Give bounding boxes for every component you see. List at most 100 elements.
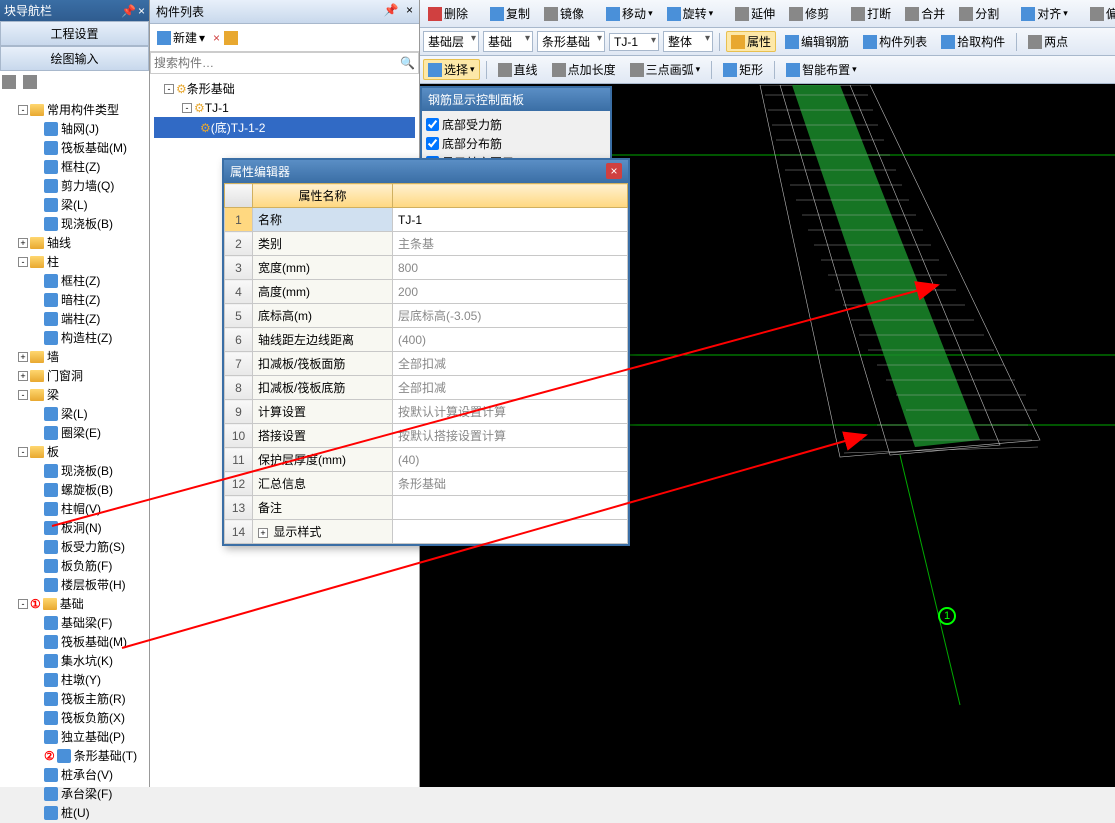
new-button[interactable]: 新建 ▾ (153, 27, 209, 48)
component-tree[interactable]: - ⚙ 条形基础- ⚙ TJ-1⚙ (底)TJ-1-2 (150, 74, 419, 142)
tree-item[interactable]: 框柱(Z) (2, 271, 147, 290)
tree-item[interactable]: 构造柱(Z) (2, 328, 147, 347)
tree-item[interactable]: 螺旋板(B) (2, 480, 147, 499)
tree-folder[interactable]: +轴线 (2, 233, 147, 252)
expander-icon[interactable]: + (18, 238, 28, 248)
tree-item[interactable]: 轴网(J) (2, 119, 147, 138)
property-row[interactable]: 5底标高(m)层底标高(-3.05) (225, 304, 628, 328)
tree-folder[interactable]: -常用构件类型 (2, 100, 147, 119)
toolbar-button[interactable]: 移动▾ (601, 3, 658, 24)
expander-icon[interactable]: - (18, 390, 28, 400)
complist-pin-icon[interactable]: 📌 (384, 3, 399, 17)
tree-item[interactable]: 框柱(Z) (2, 157, 147, 176)
toolbar-button[interactable]: 两点 (1023, 31, 1073, 52)
nav-tree[interactable]: -常用构件类型轴网(J)筏板基础(M)框柱(Z)剪力墙(Q)梁(L)现浇板(B)… (0, 96, 149, 823)
tree-item[interactable]: 筏板负筋(X) (2, 708, 147, 727)
prop-title-bar[interactable]: 属性编辑器 × (224, 160, 628, 183)
toolbar-button[interactable]: 构件列表 (858, 31, 932, 52)
rebar-checkbox-row[interactable]: 底部受力筋 (426, 115, 606, 134)
toolbar-dropdown[interactable]: TJ-1 (609, 33, 659, 51)
tree-folder[interactable]: -板 (2, 442, 147, 461)
toolbar-button[interactable]: 分割 (954, 3, 1004, 24)
comp-tree-node[interactable]: ⚙ (底)TJ-1-2 (154, 117, 415, 138)
toolbar-button[interactable]: 属性 (726, 31, 776, 52)
toolbar-button[interactable]: 镜像 (539, 3, 589, 24)
toolbar-button[interactable]: 智能布置▾ (781, 59, 862, 80)
rebar-checkbox[interactable] (426, 118, 439, 131)
property-row[interactable]: 14+ 显示样式 (225, 520, 628, 544)
property-row[interactable]: 7扣减板/筏板面筋全部扣减 (225, 352, 628, 376)
rebar-title[interactable]: 钢筋显示控制面板 (422, 88, 610, 111)
toolbar-button[interactable]: 三点画弧▾ (625, 59, 706, 80)
prop-value[interactable]: 全部扣减 (393, 376, 628, 400)
prop-close-button[interactable]: × (606, 163, 622, 179)
tree-item[interactable]: 梁(L) (2, 195, 147, 214)
toolbar-button[interactable]: 旋转▾ (662, 3, 719, 24)
toolbar-button[interactable]: 偏移 (1085, 3, 1115, 24)
tree-item[interactable]: 独立基础(P) (2, 727, 147, 746)
toolbar-button[interactable]: 点加长度 (547, 59, 621, 80)
property-row[interactable]: 10搭接设置按默认搭接设置计算 (225, 424, 628, 448)
prop-value[interactable]: 800 (393, 256, 628, 280)
toolbar-button[interactable]: 打断 (846, 3, 896, 24)
prop-value[interactable]: 主条基 (393, 232, 628, 256)
tree-item[interactable]: 现浇板(B) (2, 461, 147, 480)
expander-icon[interactable]: + (258, 528, 268, 538)
prop-value[interactable]: (400) (393, 328, 628, 352)
complist-copy-btn[interactable] (224, 31, 238, 45)
search-input[interactable] (154, 56, 400, 70)
search-icon[interactable]: 🔍 (400, 56, 415, 70)
toolbar-dropdown[interactable]: 基础 (483, 31, 533, 52)
nav-icon-1[interactable] (2, 75, 16, 89)
pin-icon[interactable]: 📌 (121, 4, 136, 18)
tab-draw-input[interactable]: 绘图输入 (0, 46, 149, 71)
tree-folder[interactable]: +门窗洞 (2, 366, 147, 385)
tree-item[interactable]: 柱墩(Y) (2, 670, 147, 689)
close-icon[interactable]: × (138, 4, 145, 18)
prop-value[interactable]: 层底标高(-3.05) (393, 304, 628, 328)
prop-value[interactable]: (40) (393, 448, 628, 472)
property-row[interactable]: 6轴线距左边线距离(400) (225, 328, 628, 352)
tree-folder[interactable]: -①基础 (2, 594, 147, 613)
toolbar-button[interactable]: 复制 (485, 3, 535, 24)
toolbar-button[interactable]: 直线 (493, 59, 543, 80)
toolbar-dropdown[interactable]: 整体 (663, 31, 713, 52)
prop-value[interactable]: 200 (393, 280, 628, 304)
tree-item[interactable]: 板洞(N) (2, 518, 147, 537)
toolbar-button[interactable]: 编辑钢筋 (780, 31, 854, 52)
toolbar-button[interactable]: 拾取构件 (936, 31, 1010, 52)
expander-icon[interactable]: - (18, 257, 28, 267)
expander-icon[interactable]: - (18, 105, 28, 115)
toolbar-button[interactable]: 矩形 (718, 59, 768, 80)
property-row[interactable]: 11保护层厚度(mm)(40) (225, 448, 628, 472)
prop-value[interactable] (393, 496, 628, 520)
toolbar-button[interactable]: 合并 (900, 3, 950, 24)
expander-icon[interactable]: - (182, 103, 192, 113)
prop-value[interactable]: TJ-1 (393, 208, 628, 232)
expander-icon[interactable]: + (18, 371, 28, 381)
property-row[interactable]: 4高度(mm)200 (225, 280, 628, 304)
prop-value[interactable]: 按默认搭接设置计算 (393, 424, 628, 448)
tree-item[interactable]: 筏板基础(M) (2, 632, 147, 651)
toolbar-dropdown[interactable]: 条形基础 (537, 31, 605, 52)
tree-item[interactable]: 梁(L) (2, 404, 147, 423)
nav-icon-2[interactable] (23, 75, 37, 89)
tab-engineering-settings[interactable]: 工程设置 (0, 21, 149, 46)
expander-icon[interactable]: + (18, 352, 28, 362)
tree-item[interactable]: 筏板主筋(R) (2, 689, 147, 708)
property-row[interactable]: 1名称TJ-1 (225, 208, 628, 232)
toolbar-button[interactable]: 延伸 (730, 3, 780, 24)
prop-value[interactable]: 按默认计算设置计算 (393, 400, 628, 424)
tree-item[interactable]: 楼层板带(H) (2, 575, 147, 594)
prop-value[interactable] (393, 520, 628, 544)
tree-folder[interactable]: -柱 (2, 252, 147, 271)
tree-item[interactable]: 集水坑(K) (2, 651, 147, 670)
tree-folder[interactable]: -梁 (2, 385, 147, 404)
expander-icon[interactable]: - (164, 84, 174, 94)
tree-item[interactable]: 柱帽(V) (2, 499, 147, 518)
rebar-checkbox[interactable] (426, 137, 439, 150)
property-row[interactable]: 3宽度(mm)800 (225, 256, 628, 280)
tree-item[interactable]: 圈梁(E) (2, 423, 147, 442)
property-row[interactable]: 2类别主条基 (225, 232, 628, 256)
tree-item[interactable]: 暗柱(Z) (2, 290, 147, 309)
